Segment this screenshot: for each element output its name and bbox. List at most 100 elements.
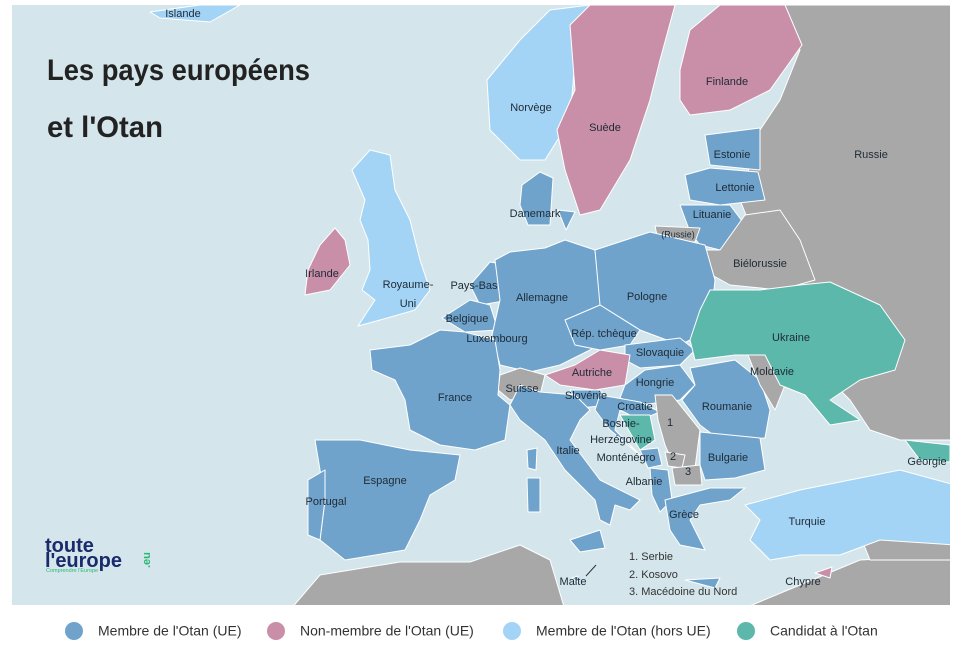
country [369, 329, 511, 451]
country [304, 227, 351, 296]
country-label: Royaume- [383, 279, 434, 291]
country-label: Roumanie [702, 401, 752, 413]
country [526, 477, 541, 513]
country [639, 447, 663, 469]
country [544, 349, 631, 391]
other-land [750, 554, 950, 605]
country-label: Slovaquie [636, 347, 684, 359]
country [684, 167, 766, 206]
footnote: 3. Macédoine du Nord [629, 586, 737, 598]
country-label: Islande [165, 8, 200, 20]
logo-text: l'europe [45, 550, 122, 572]
country [509, 384, 641, 526]
legend-label: Non-membre de l'Otan (UE) [300, 623, 474, 639]
country [519, 171, 554, 226]
country [619, 414, 656, 451]
country-label: Espagne [363, 475, 406, 487]
country [684, 577, 721, 589]
country [689, 281, 906, 426]
logo-tagline: Comprendre l'Europe [46, 568, 98, 574]
country [569, 529, 606, 553]
country-label: Allemagne [516, 292, 568, 304]
country [556, 5, 676, 216]
logo-text: toute [45, 535, 94, 557]
country [664, 487, 746, 551]
title: et l'Otan [47, 111, 163, 144]
country [571, 575, 579, 583]
country [526, 447, 538, 471]
legend-swatch [65, 622, 83, 640]
country-label: Estonie [714, 149, 751, 161]
country [699, 431, 766, 481]
country-label: Biélorussie [733, 258, 787, 270]
title: Les pays européens [47, 54, 310, 87]
country-label: Pologne [627, 291, 667, 303]
country-label: Bulgarie [708, 452, 748, 464]
country [441, 299, 499, 333]
country [679, 5, 803, 116]
country [904, 439, 950, 463]
country-label: France [438, 392, 472, 404]
other-land [671, 464, 703, 486]
country-label: Danemark [510, 208, 561, 220]
other-land [293, 544, 565, 605]
map-number: 1 [667, 417, 673, 429]
country-label: Grèce [669, 509, 699, 521]
country-label: Rép. tchèque [571, 328, 636, 340]
country-label: Norvège [510, 102, 552, 114]
legend-swatch [737, 622, 755, 640]
map-number: 3 [685, 466, 691, 478]
country [744, 469, 950, 561]
country-label: Croatie [617, 401, 652, 413]
map-number: 2 [670, 451, 676, 463]
country-label: Lettonie [715, 182, 754, 194]
legend-label: Membre de l'Otan (UE) [98, 623, 242, 639]
country-label: Pays-Bas [450, 280, 498, 292]
country-label: Malte [560, 576, 587, 588]
malta-pointer [585, 564, 597, 577]
country-label: Lituanie [693, 209, 732, 221]
country-label: Turquie [789, 516, 826, 528]
legend-swatch [267, 622, 285, 640]
country [149, 5, 241, 23]
country [594, 394, 661, 456]
country-label: Irlande [305, 268, 339, 280]
country-label: Albanie [626, 476, 663, 488]
country-label: Russie [854, 149, 888, 161]
country-label: Bosnie- [602, 418, 640, 430]
country [307, 469, 326, 541]
country-label: Herzégovine [590, 434, 652, 446]
legend-label: Membre de l'Otan (hors UE) [536, 623, 711, 639]
country-label: Suède [589, 122, 621, 134]
country-label: Hongrie [636, 377, 675, 389]
country-label: Uni [400, 298, 417, 310]
country [704, 127, 761, 171]
land [149, 5, 950, 605]
country-label: Belgique [446, 313, 489, 325]
legend-swatch [503, 622, 521, 640]
country-label: Slovénie [565, 390, 607, 402]
other-land [704, 209, 816, 291]
country-label: Géorgie [907, 456, 946, 468]
country-label: (Russie) [661, 229, 695, 239]
country [814, 566, 833, 579]
country-label: Italie [556, 445, 579, 457]
country-label: Luxembourg [466, 333, 527, 345]
country-label: Autriche [572, 367, 612, 379]
country-label: Suisse [505, 383, 538, 395]
footnote: 2. Kosovo [629, 569, 678, 581]
logo: toute l'europe .eu Comprendre l'Europe [45, 535, 153, 574]
country-label: Chypre [785, 576, 820, 588]
country-label: Ukraine [772, 332, 810, 344]
country-label: Portugal [306, 496, 347, 508]
legend-label: Candidat à l'Otan [770, 623, 878, 639]
country-label: Monténégro [597, 452, 656, 464]
country [557, 209, 576, 231]
country-label: Moldavie [750, 366, 794, 378]
legend: Membre de l'Otan (UE) Non-membre de l'Ota… [65, 622, 878, 640]
country [351, 149, 431, 327]
logo-tld: .eu [141, 552, 153, 568]
country-labels: Islande Norvège Suède Finlande Russie Es… [165, 8, 946, 588]
country-label: Finlande [706, 76, 748, 88]
